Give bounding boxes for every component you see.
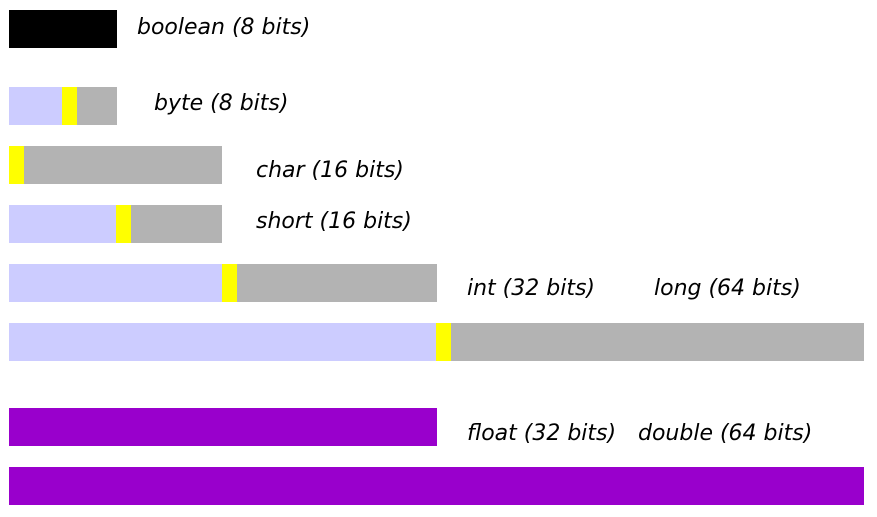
bar-segment (9, 264, 222, 302)
bar-segment (222, 264, 237, 302)
bar-segment (9, 146, 24, 184)
double-bar (9, 467, 864, 505)
bar-segment (24, 146, 222, 184)
bar-segment (131, 205, 222, 243)
bar-segment (9, 10, 117, 48)
bar-segment (451, 323, 864, 361)
type-label: byte (8 bits) (154, 91, 288, 116)
type-label: double (64 bits) (638, 421, 812, 446)
float-bar (9, 408, 437, 446)
type-label: int (32 bits) (467, 276, 595, 301)
bar-segment (436, 323, 451, 361)
bar-segment (237, 264, 437, 302)
bar-segment (116, 205, 131, 243)
short-bar (9, 205, 222, 243)
type-label: long (64 bits) (654, 276, 801, 301)
char-bar (9, 146, 222, 184)
byte-bar (9, 87, 117, 125)
bar-segment (9, 323, 436, 361)
int-bar (9, 264, 437, 302)
type-label: boolean (8 bits) (137, 15, 310, 40)
type-label: char (16 bits) (256, 158, 404, 183)
bar-segment (9, 205, 116, 243)
bar-segment (9, 87, 62, 125)
bar-segment (62, 87, 77, 125)
type-label: float (32 bits) (467, 421, 616, 446)
type-label: short (16 bits) (256, 209, 412, 234)
bar-segment (77, 87, 117, 125)
boolean-bar (9, 10, 117, 48)
long-bar (9, 323, 864, 361)
